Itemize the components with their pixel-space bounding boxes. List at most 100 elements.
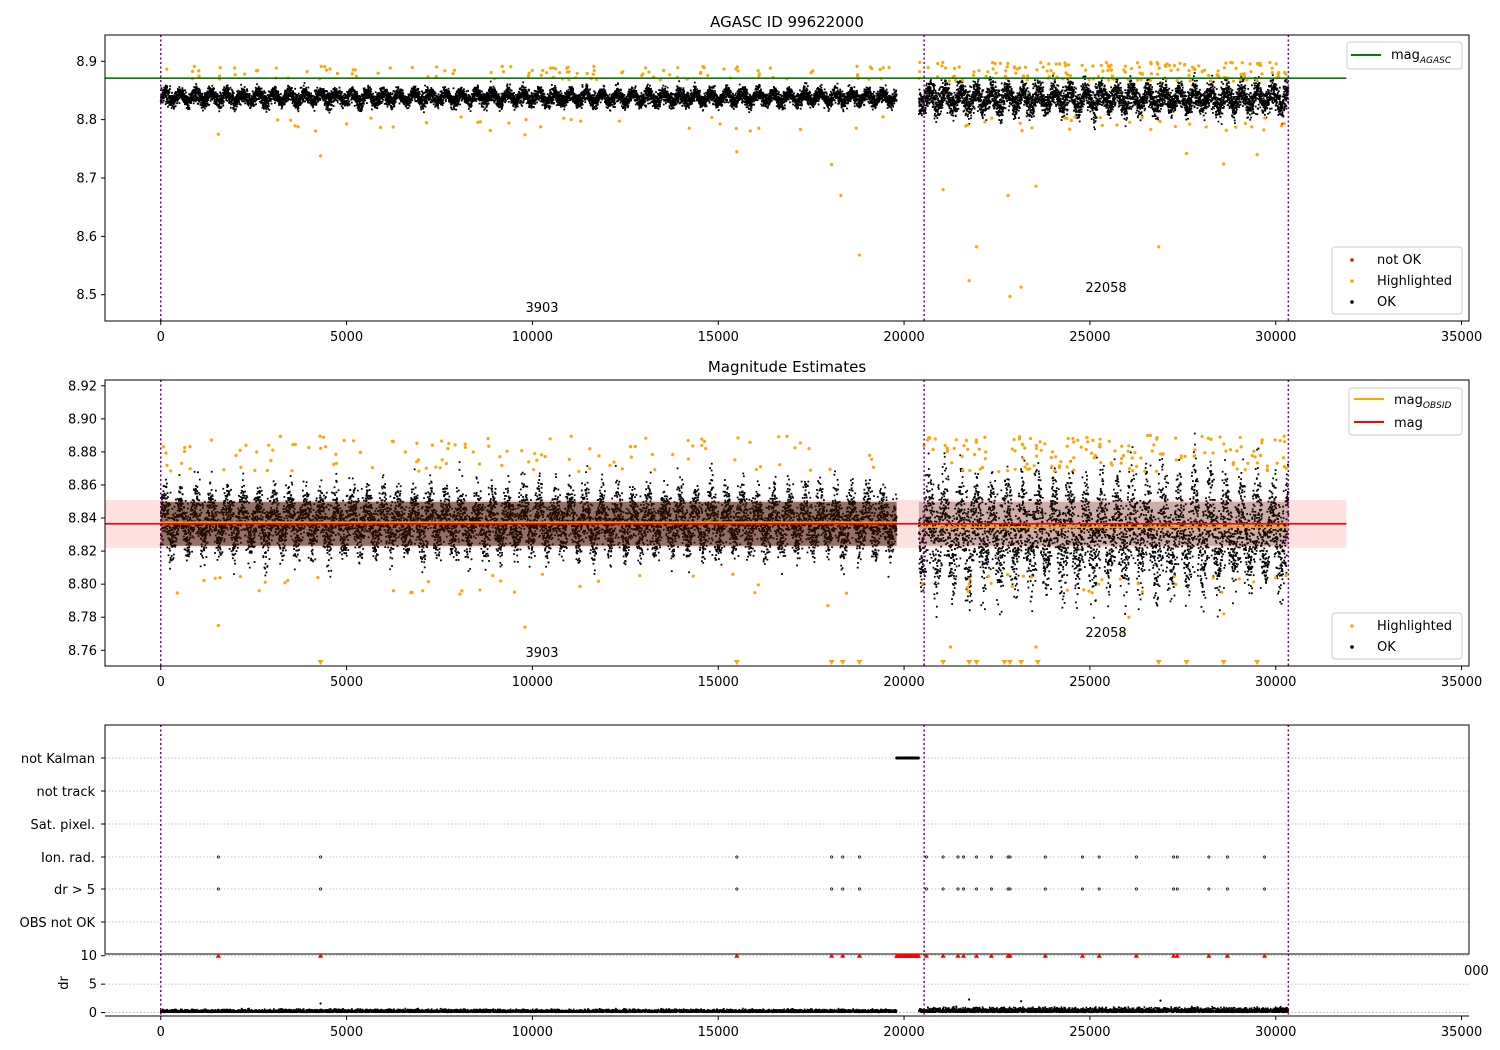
panel1-ok-point [377, 97, 379, 100]
panel1-ok-point [540, 97, 543, 100]
panel1-ok-point [256, 98, 259, 100]
panel1-ok-point [297, 110, 300, 113]
panel1-ok-point [541, 99, 544, 101]
panel1-ok-point [489, 80, 492, 83]
panel1-ok-point [302, 84, 305, 87]
panel1-ok-point [514, 106, 517, 109]
panel1-ok-point [439, 90, 442, 93]
panel1-ok-point [250, 95, 253, 97]
panel1-ok-point [404, 95, 407, 98]
panel1-ok-point [460, 90, 463, 92]
panel1-ok-point [189, 92, 192, 95]
panel1-ok-point [456, 95, 459, 98]
panel1-ok-point [305, 99, 308, 101]
panel1-ok-point [431, 88, 434, 91]
panel1-ok-point [427, 92, 429, 95]
panel1-ok-point [297, 92, 300, 95]
panel1-ok-point [385, 103, 388, 106]
panel1-ok-point [378, 100, 381, 103]
panel1-ok-point [450, 106, 453, 109]
panel1-ok-point [278, 102, 280, 105]
panel1-ok-point [278, 93, 281, 96]
panel1-ok-point [541, 95, 544, 98]
panel1-ok-point [346, 99, 349, 102]
panel1-ok-point [315, 93, 318, 95]
panel1-ok-point [267, 102, 270, 105]
panel1-ok-point [316, 95, 319, 98]
panel1-ok-point [483, 102, 486, 105]
panel1-ok-point [361, 107, 363, 110]
panel1-ok-point [169, 100, 172, 103]
panel1-ok-point [408, 104, 411, 107]
panel1-ok-point [369, 89, 372, 91]
panel1-ok-point [532, 96, 535, 99]
panel1-ok-point [290, 98, 292, 101]
panel1-ok-point [518, 92, 521, 95]
panel1-ok-point [339, 93, 342, 96]
panel1-ok-point [331, 93, 334, 95]
panel1-ok-point [477, 86, 479, 88]
panel1-ok-point [408, 102, 411, 105]
panel1-ok-point [207, 99, 209, 101]
panel1-ok-point [526, 97, 529, 100]
panel1-ok-point [333, 87, 336, 89]
panel1-ok-point [209, 87, 212, 89]
panel1-ok-point [166, 91, 168, 94]
panel1-ok-point [389, 93, 392, 96]
panel1-ok-point [470, 101, 473, 104]
panel1-ok-point [548, 94, 551, 97]
panel1-ok-point [212, 90, 215, 93]
panel1-ok-point [324, 96, 327, 99]
panel1-ok-point [359, 108, 362, 111]
panel1-ok-point [175, 91, 177, 94]
panel1-ok-point [208, 103, 211, 106]
panel1-ok-point [372, 92, 374, 95]
panel1-ok-point [199, 101, 202, 104]
panel1-ok-point [440, 90, 443, 93]
panel1-ok-point [213, 87, 215, 90]
panel1-ok-point [454, 101, 457, 103]
panel1-ok-point [250, 102, 253, 105]
panel1-ok-point [469, 110, 472, 113]
panel1-ok-point [530, 92, 533, 94]
panel1-ok-point [530, 104, 532, 107]
panel1-ok-point [517, 90, 520, 93]
panel1-ok-point [446, 96, 448, 99]
panel1-ok-point [433, 90, 436, 93]
panel1-ok-point [362, 102, 365, 105]
panel1-ok-point [480, 93, 483, 96]
panel1-series [105, 60, 1347, 299]
panel1-ok-point [253, 93, 256, 96]
panel1-ok-point [292, 96, 295, 98]
panel1-ok-point [373, 106, 376, 109]
panel1-ok-point [473, 99, 476, 102]
panel1-ok-point [429, 95, 431, 98]
panel1-ok-point [181, 87, 184, 90]
panel1-ok-point [453, 98, 456, 101]
panel1-ok-point [429, 91, 432, 94]
panel1-ok-point [193, 88, 196, 91]
panel1-ok-point [332, 101, 334, 103]
panel1-ok-point [301, 92, 304, 95]
panel1-ok-point [366, 95, 368, 98]
panel1-ok-point [442, 86, 444, 89]
panel1-ok-point [367, 84, 370, 87]
panel1-ok-point [448, 90, 451, 93]
panel1-ok-point [401, 96, 404, 99]
panel1-ok-point [506, 88, 509, 90]
panel1-ok-point [526, 93, 529, 96]
panel1-ok-point [218, 107, 221, 110]
panel1-ok-point [551, 96, 554, 99]
panel1-ok-point [375, 106, 378, 109]
panel1-ok-point [350, 96, 353, 99]
panel1-ok-point [512, 93, 515, 95]
panel1-ok-point [284, 98, 287, 100]
panel1-ok-point [567, 99, 569, 102]
panel1-ok-point [258, 100, 261, 103]
panel1-ok-point [225, 84, 228, 87]
panel1-ok-point [500, 92, 503, 95]
panel1-ok-point [536, 93, 539, 95]
panel1-ok-point [162, 97, 164, 100]
panel1-ok-point [282, 99, 284, 102]
panel1-ok-point [512, 97, 515, 100]
